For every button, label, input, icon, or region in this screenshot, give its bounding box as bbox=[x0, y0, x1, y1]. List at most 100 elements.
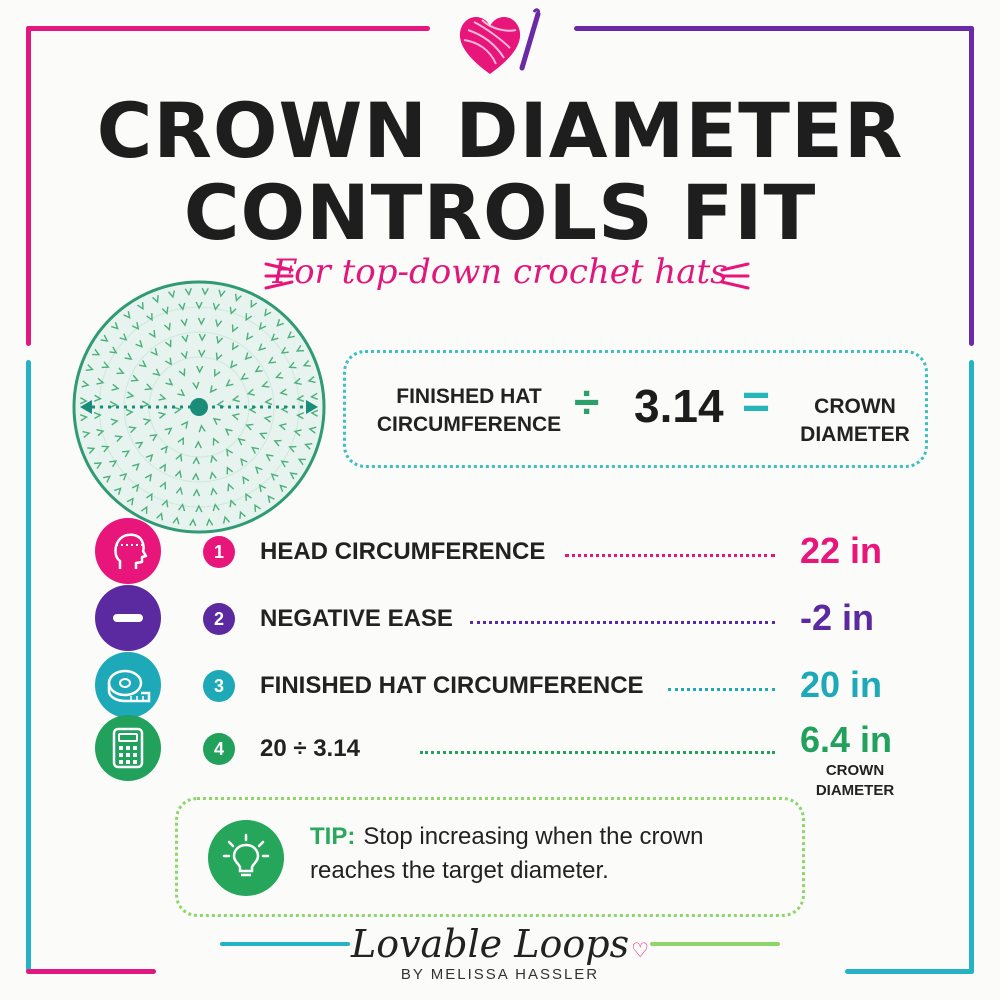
stitch-mark bbox=[194, 440, 202, 449]
stitch-mark bbox=[93, 411, 102, 420]
stitch-mark bbox=[231, 342, 239, 351]
stitch-mark bbox=[181, 334, 189, 343]
stitch-mark bbox=[165, 378, 174, 386]
stitch-mark bbox=[178, 503, 186, 512]
formula-result-term: CROWN DIAMETER bbox=[800, 395, 910, 446]
stitch-mark bbox=[258, 483, 267, 492]
stitch-mark bbox=[222, 515, 230, 524]
stitch-mark bbox=[126, 391, 135, 399]
stitch-mark bbox=[125, 408, 134, 417]
stitch-mark bbox=[273, 439, 282, 447]
stitch-mark bbox=[174, 469, 182, 478]
step-sublabel: CROWN DIAMETER bbox=[815, 762, 895, 799]
stitch-mark bbox=[175, 453, 183, 462]
stitch-mark bbox=[93, 394, 102, 402]
tape-measure-icon bbox=[95, 652, 161, 718]
stitch-mark bbox=[158, 393, 167, 401]
step-label: NEGATIVE EASE bbox=[260, 605, 453, 632]
stitch-mark bbox=[304, 442, 313, 450]
stitch-mark bbox=[159, 481, 167, 490]
stitch-mark bbox=[161, 306, 169, 315]
frame-bottom-left bbox=[26, 969, 156, 974]
stitch-mark bbox=[168, 290, 176, 299]
stitch-mark bbox=[148, 329, 156, 339]
frame-right-lower bbox=[969, 360, 974, 974]
stitch-mark bbox=[79, 414, 89, 422]
stitch-mark bbox=[195, 301, 203, 310]
stitch-mark bbox=[164, 339, 172, 348]
tip-label: TIP: bbox=[310, 823, 356, 850]
stitch-mark bbox=[111, 383, 120, 391]
stitch-mark bbox=[265, 454, 274, 462]
stitch-mark bbox=[212, 437, 220, 446]
step-number-badge: 2 bbox=[203, 603, 235, 635]
step-number-badge: 4 bbox=[203, 733, 235, 765]
stitch-mark bbox=[214, 369, 221, 378]
step-row: 4 20 ÷ 3.14 6.4 in CROWN DIAMETER bbox=[0, 715, 1000, 799]
stitch-mark bbox=[246, 332, 254, 341]
stitch-mark bbox=[123, 311, 131, 320]
head-measure-icon bbox=[95, 518, 161, 584]
stitch-mark bbox=[215, 319, 223, 328]
stitch-mark bbox=[286, 331, 295, 339]
stitch-mark bbox=[270, 333, 279, 342]
stitch-mark bbox=[137, 302, 144, 311]
formula-box: FINISHED HAT CIRCUMFERENCE ÷ 3.14 = CROW… bbox=[343, 350, 928, 468]
stitch-mark bbox=[258, 322, 267, 331]
stitch-mark bbox=[212, 503, 220, 512]
stitch-mark bbox=[180, 318, 188, 327]
frame-left-upper bbox=[26, 26, 31, 346]
stitch-mark bbox=[128, 426, 137, 434]
stitch-mark bbox=[254, 466, 263, 474]
stitch-mark bbox=[126, 497, 134, 506]
stitch-mark bbox=[158, 411, 167, 419]
stitch-mark bbox=[131, 483, 140, 492]
stitch-mark bbox=[140, 505, 148, 514]
stitch-mark bbox=[250, 300, 258, 309]
stitch-mark bbox=[206, 517, 214, 527]
stitch-mark bbox=[152, 295, 159, 304]
stitch-mark bbox=[218, 289, 226, 298]
stitch-mark bbox=[144, 383, 153, 391]
stitch-mark bbox=[152, 368, 161, 376]
frame-left-lower bbox=[26, 360, 31, 974]
stitch-mark bbox=[216, 336, 224, 345]
stitch-mark bbox=[226, 448, 234, 457]
step-label: 20 ÷ 3.14 bbox=[260, 735, 360, 762]
stitch-mark bbox=[215, 352, 223, 361]
logo-line-right bbox=[650, 942, 780, 946]
stitch-mark bbox=[160, 445, 168, 454]
stitch-mark bbox=[302, 360, 311, 367]
stitch-mark bbox=[267, 494, 275, 503]
stitch-mark bbox=[264, 397, 273, 406]
stitch-mark bbox=[288, 361, 297, 369]
stitch-mark bbox=[244, 352, 253, 361]
stitch-mark bbox=[135, 340, 144, 348]
stitch-mark bbox=[100, 334, 109, 342]
stitch-mark bbox=[231, 395, 240, 403]
stitch-mark bbox=[234, 293, 242, 302]
stitch-mark bbox=[226, 466, 234, 475]
tip-text: Stop increasing when the crown reaches t… bbox=[310, 823, 704, 884]
step-label: HEAD CIRCUMFERENCE bbox=[260, 538, 546, 565]
step-label: FINISHED HAT CIRCUMFERENCE bbox=[260, 672, 644, 699]
stitch-mark bbox=[237, 438, 246, 446]
stitch-mark bbox=[264, 308, 272, 317]
stitch-mark bbox=[81, 380, 90, 388]
stitch-mark bbox=[261, 380, 270, 388]
stitch-mark bbox=[119, 472, 128, 481]
stitch-mark bbox=[119, 333, 128, 341]
stitch-mark bbox=[114, 487, 122, 495]
stitch-mark bbox=[110, 418, 119, 426]
stitch-mark bbox=[109, 460, 118, 468]
stitch-mark bbox=[289, 472, 298, 480]
stitch-mark bbox=[164, 427, 173, 435]
stitch-mark bbox=[275, 371, 284, 379]
stitch-mark bbox=[212, 302, 220, 311]
stitch-mark bbox=[94, 462, 103, 469]
step-number-badge: 1 bbox=[203, 536, 235, 568]
stitch-mark bbox=[85, 364, 94, 372]
stitch-mark bbox=[92, 348, 101, 356]
title-line-1: CROWN DIAMETER bbox=[96, 86, 904, 175]
stitch-mark bbox=[135, 441, 144, 449]
